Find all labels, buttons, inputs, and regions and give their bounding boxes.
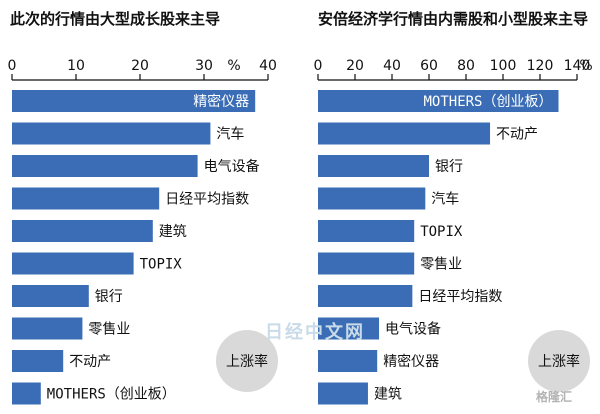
right-bar <box>318 90 559 112</box>
right-unit-label: % <box>579 58 592 74</box>
right-bar <box>318 155 429 177</box>
nikkei-watermark: 日经中文网 <box>265 322 365 343</box>
right-bar <box>318 252 415 275</box>
right-bar-label: 不动产 <box>496 127 538 143</box>
left-x-tick-label: 0 <box>8 58 17 74</box>
right-bar <box>318 220 415 242</box>
left-bar-label: 建筑 <box>159 224 187 240</box>
right-x-tick-label: 40 <box>383 58 401 74</box>
right-x-tick-label: 0 <box>314 58 323 74</box>
left-x-tick-label: 40 <box>259 58 277 74</box>
right-bar-label: 精密仪器 <box>383 353 439 370</box>
right-bar <box>318 350 378 372</box>
right-bar-label: 建筑 <box>374 387 402 403</box>
right-bar-label: 零售业 <box>420 257 462 273</box>
right-x-tick-label: 140 <box>564 58 591 74</box>
left-bar <box>12 187 160 210</box>
gelonghui-watermark: 格隆汇 <box>536 390 573 404</box>
right-bar <box>318 285 413 307</box>
left-bar <box>12 220 153 242</box>
left-bar-label: TOPIX <box>140 257 183 273</box>
right-bar-label: 银行 <box>435 159 463 175</box>
left-bar-label: 零售业 <box>88 322 130 338</box>
right-rise-rate-badge: 上涨率 <box>528 330 590 392</box>
left-bar-label: 电气设备 <box>204 158 260 175</box>
right-bar-label: MOTHERS（创业板） <box>423 94 552 110</box>
left-bar <box>12 90 256 112</box>
left-bar <box>12 317 83 340</box>
right-chart-title: 安倍经济学行情由内需股和小型股来主导 <box>318 10 589 28</box>
right-x-tick-label: 100 <box>490 58 517 74</box>
right-chart-panel: 安倍经济学行情由内需股和小型股来主导 0 20 40 60 80 100 120 140% MO… <box>300 0 600 414</box>
right-bar <box>318 382 368 405</box>
right-bar-label: 汽车 <box>431 191 459 208</box>
left-x-tick-label: 30 <box>195 58 213 74</box>
left-bar-label: 精密仪器 <box>193 93 249 110</box>
left-unit-label: % <box>227 58 240 74</box>
left-bar-label: MOTHERS（创业板） <box>47 387 176 403</box>
right-bar-label: 电气设备 <box>385 321 441 338</box>
right-bar-label: TOPIX <box>420 224 463 240</box>
left-bar <box>12 122 211 145</box>
right-bar-label: 日经平均指数 <box>418 289 502 305</box>
left-x-tick-label: 20 <box>131 58 149 74</box>
left-chart-panel: 此次的行情由大型成长股来主导 0 10 20 30 40% 精密仪器汽车电气设备日经平均指… <box>8 10 278 405</box>
right-bar <box>318 122 491 145</box>
left-bar <box>12 252 134 275</box>
left-bar-label: 不动产 <box>69 354 111 370</box>
left-chart-title: 此次的行情由大型成长股来主导 <box>10 10 221 28</box>
right-x-tick-label: 60 <box>420 58 438 74</box>
left-bar <box>12 350 64 372</box>
right-x-tick-label: 20 <box>346 58 364 74</box>
left-bar <box>12 382 41 405</box>
left-bar-label: 银行 <box>95 289 123 305</box>
left-bar-label: 日经平均指数 <box>165 192 249 208</box>
left-bar <box>12 285 89 307</box>
right-x-tick-label: 120 <box>527 58 554 74</box>
right-bar <box>318 187 426 210</box>
right-bar <box>318 317 380 340</box>
right-x-tick-label: 80 <box>457 58 475 74</box>
left-rise-rate-badge: 上涨率 <box>216 330 278 392</box>
left-bar-label: 汽车 <box>216 126 244 143</box>
left-x-tick-label: 10 <box>67 58 85 74</box>
left-bar <box>12 155 198 177</box>
